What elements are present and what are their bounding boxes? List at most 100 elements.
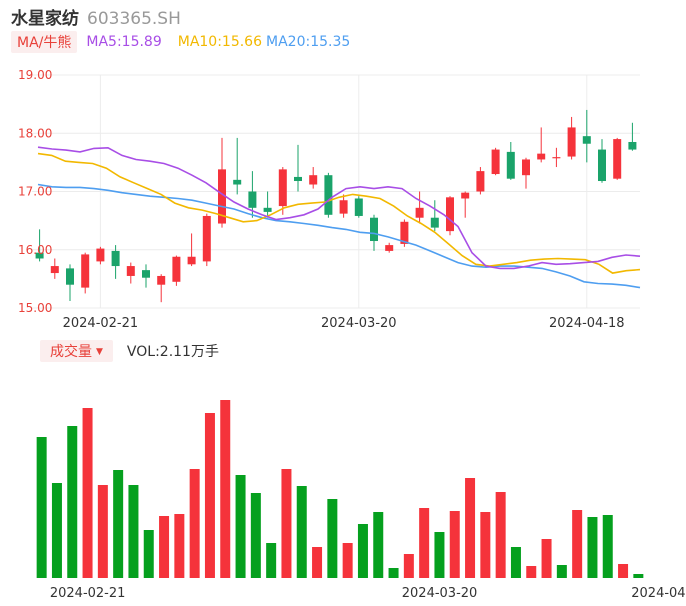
volume-bar — [434, 532, 445, 578]
volume-bar — [556, 565, 567, 578]
candle-body — [430, 217, 439, 228]
stock-name: 水星家纺 — [11, 9, 79, 29]
volume-bar — [633, 574, 644, 578]
candle-body — [111, 250, 120, 267]
price-tick-label: 17.00 — [18, 185, 52, 199]
candle-body — [400, 221, 409, 244]
volume-value: VOL:2.11万手 — [126, 344, 219, 360]
ma20-line — [37, 183, 641, 289]
volume-bar — [419, 508, 430, 578]
volume-toggle-button[interactable]: 成交量 ▼ — [40, 340, 113, 362]
volume-bar — [159, 516, 170, 578]
dropdown-arrow-icon: ▼ — [96, 347, 103, 357]
candle-body — [552, 157, 561, 159]
candle-body — [567, 127, 576, 157]
volume-bar — [128, 485, 139, 578]
volume-bar — [266, 543, 277, 578]
ma20-value: MA20:15.35 — [266, 34, 351, 50]
candle-body — [582, 136, 591, 144]
candle-body — [218, 169, 226, 224]
candle-body — [385, 245, 394, 251]
candle-body — [50, 266, 59, 274]
ma-legend: MA/牛熊 MA5:15.89 MA10:15.66 MA20:15.35 — [11, 31, 350, 53]
volume-bar — [97, 485, 108, 578]
candle-body — [324, 175, 333, 215]
volume-bar — [357, 524, 368, 578]
volume-bar — [587, 517, 598, 578]
candle-body — [248, 191, 257, 208]
candle-body — [537, 153, 546, 160]
volume-bar — [495, 492, 506, 578]
volume-bar — [388, 568, 399, 578]
candle-body — [415, 207, 424, 218]
volume-bar — [250, 493, 261, 578]
volume-date-label: 2024-02-21 — [50, 586, 126, 601]
volume-bar — [465, 478, 476, 578]
candle-body — [233, 179, 242, 185]
stock-code: 603365.SH — [87, 9, 181, 29]
candle-body — [278, 169, 287, 207]
volume-bar — [327, 499, 338, 578]
candle-body — [263, 207, 272, 212]
candle-body — [628, 141, 637, 150]
ma5-value: MA5:15.89 — [86, 34, 162, 50]
volume-bar — [67, 426, 78, 578]
volume-bar — [36, 437, 47, 578]
volume-bar — [510, 547, 521, 578]
volume-bar — [174, 514, 185, 578]
volume-bar — [480, 512, 491, 578]
volume-bar — [526, 566, 537, 578]
volume-bar — [618, 564, 629, 578]
volume-bar — [113, 470, 124, 578]
volume-bar — [373, 512, 384, 578]
candle-body — [126, 266, 135, 276]
volume-bar — [51, 483, 62, 578]
volume-bar — [541, 539, 552, 578]
price-tick-label: 19.00 — [18, 68, 52, 82]
candle-body — [339, 200, 348, 214]
candle-body — [294, 176, 302, 182]
candle-body — [506, 151, 515, 179]
volume-bar — [342, 543, 353, 578]
volume-bar — [235, 475, 246, 578]
ma10-value: MA10:15.66 — [177, 34, 263, 50]
volume-bar — [296, 486, 307, 578]
candle-body — [476, 171, 485, 192]
candle-body — [461, 192, 470, 199]
candle-body — [309, 175, 318, 185]
volume-bar — [602, 515, 613, 578]
volume-bar — [281, 469, 292, 578]
ma-toggle-button[interactable]: MA/牛熊 — [11, 31, 78, 53]
candle-body — [446, 197, 454, 232]
candle-body — [613, 139, 622, 179]
volume-bar — [572, 510, 583, 578]
volume-bar — [449, 511, 460, 578]
stock-header: 水星家纺 603365.SH — [11, 4, 181, 29]
volume-bar — [82, 408, 93, 578]
volume-bar — [189, 469, 200, 578]
ma5-line — [37, 146, 641, 270]
candle-body — [354, 198, 363, 216]
candle-body — [491, 149, 500, 175]
volume-bar — [312, 547, 323, 578]
candle-body — [187, 256, 196, 265]
candle-body — [35, 252, 44, 259]
candle-body — [370, 217, 378, 242]
candle-body — [96, 248, 105, 262]
price-tick-label: 16.00 — [18, 243, 52, 257]
candle-body — [157, 275, 166, 285]
volume-bar — [204, 413, 215, 578]
price-date-label: 2024-03-20 — [321, 316, 397, 331]
volume-legend: 成交量 ▼ VOL:2.11万手 — [40, 340, 219, 362]
candle-body — [522, 159, 530, 176]
ma10-line — [37, 152, 641, 274]
candle-body — [598, 149, 606, 182]
price-date-label: 2024-04-18 — [549, 316, 625, 331]
volume-date-label: 2024-03-20 — [402, 586, 478, 601]
volume-date-label: 2024-04-18 — [631, 586, 686, 601]
candle-body — [66, 268, 74, 285]
price-date-label: 2024-02-21 — [63, 316, 139, 331]
price-tick-label: 15.00 — [18, 301, 52, 315]
candle-body — [142, 270, 150, 278]
